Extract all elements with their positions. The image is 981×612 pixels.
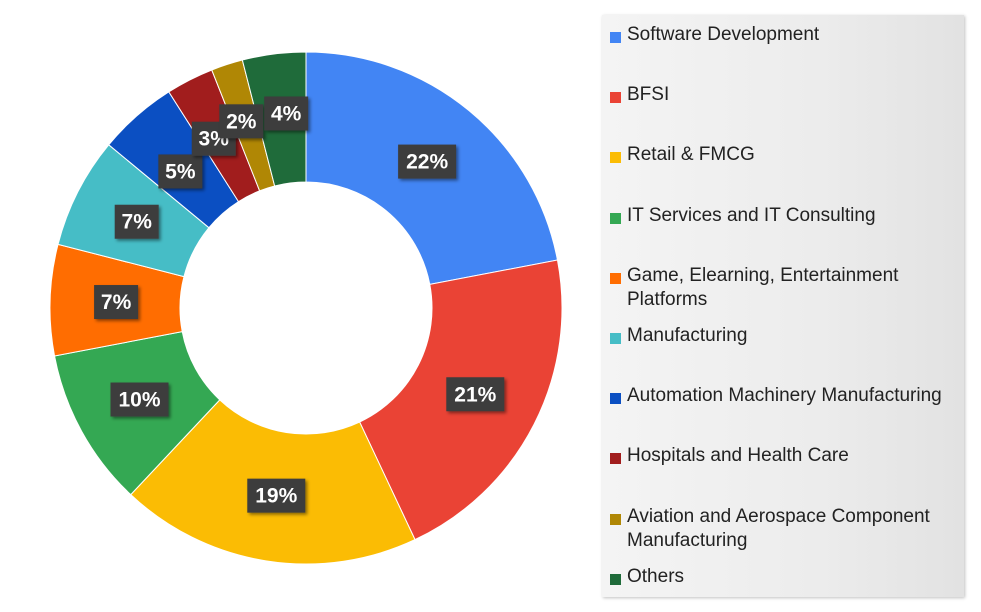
data-label-group: 2%	[219, 104, 264, 139]
data-label-box	[114, 204, 159, 239]
data-label-box	[219, 104, 264, 139]
legend-swatch	[610, 152, 621, 164]
data-label: 5%	[165, 160, 196, 183]
legend-swatch	[610, 393, 621, 405]
data-label-group: 10%	[110, 382, 169, 417]
data-label-box	[94, 285, 139, 320]
legend-label: Aviation and Aerospace Component Manufac…	[627, 505, 930, 551]
legend-swatch	[610, 272, 621, 284]
legend-label: Software Development	[627, 24, 820, 45]
legend-swatch	[610, 32, 621, 43]
data-label-group: 7%	[114, 204, 159, 239]
data-label-group: 7%	[94, 285, 139, 320]
legend-swatch	[610, 453, 621, 465]
data-label: 10%	[118, 389, 160, 412]
legend-label: Others	[627, 565, 685, 587]
data-label: 22%	[406, 151, 448, 174]
data-label: 21%	[454, 383, 496, 406]
legend-label: Game, Elearning, Entertainment Platforms	[627, 264, 899, 310]
data-label-box	[247, 478, 306, 513]
legend-label: BFSI	[627, 84, 670, 106]
legend-label: Automation Machinery Manufacturing	[627, 385, 942, 407]
legend-swatch	[610, 212, 621, 224]
legend-label: Retail & FMCG	[627, 144, 755, 166]
data-label-group: 22%	[398, 144, 457, 179]
legend-swatch	[610, 573, 621, 585]
data-label-box	[110, 382, 169, 417]
legend-swatch	[610, 333, 621, 344]
data-label-box	[446, 377, 505, 412]
legend-label: Hospitals and Health Care	[627, 445, 849, 467]
data-label-group: 21%	[446, 377, 505, 412]
data-label-group: 4%	[264, 96, 309, 131]
legend: Software Development BFSI Retail & FMCG IT …	[602, 15, 964, 597]
data-labels-layer: 22%21%19%10%7%7%5%3%2% 4%	[94, 96, 505, 513]
data-label: 7%	[101, 291, 132, 314]
data-label: 19%	[255, 485, 297, 508]
data-label-group: 5%	[158, 154, 203, 189]
legend-swatch	[610, 513, 621, 525]
legend-swatch	[610, 92, 621, 104]
data-label: 4%	[271, 102, 302, 125]
data-label-box	[264, 96, 309, 131]
data-label: 2%	[226, 110, 257, 133]
data-label-box	[158, 154, 203, 189]
data-label: 7%	[122, 211, 153, 234]
data-label-box	[398, 144, 457, 179]
data-label-group: 19%	[247, 478, 306, 513]
legend-label: Manufacturing	[627, 325, 748, 346]
legend-label: IT Services and IT Consulting	[627, 204, 876, 226]
